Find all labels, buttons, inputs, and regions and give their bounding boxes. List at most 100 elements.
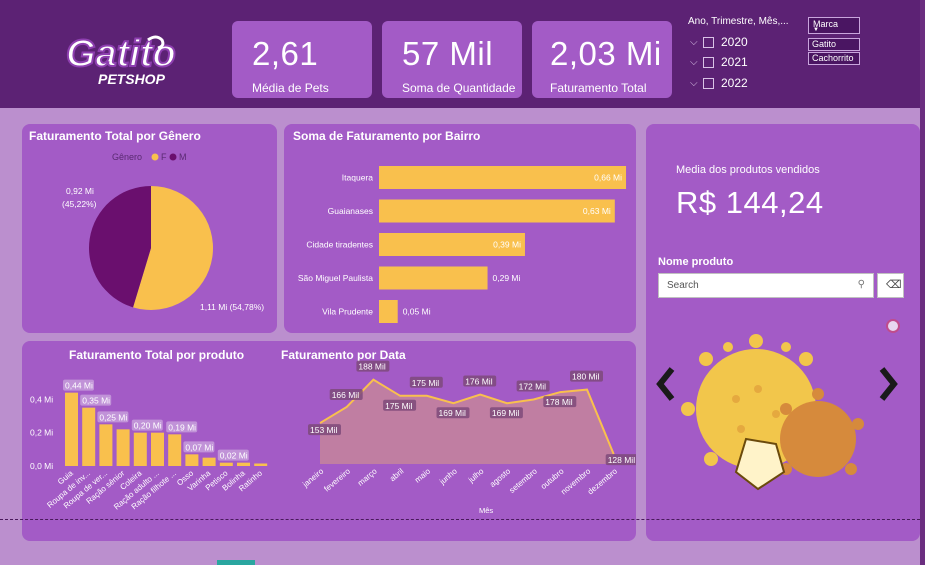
pie-slice-f: [133, 186, 214, 310]
checkbox[interactable]: [703, 56, 714, 68]
bar: [379, 300, 398, 323]
data-label-bg: [80, 394, 112, 406]
bairro-bar-chart: Itaquera 0,66 Mi Guaianases 0,63 Mi Cidade t…: [298, 166, 627, 323]
y-tick-label: 0,4 Mi: [30, 394, 53, 404]
data-label-bg: [409, 376, 443, 388]
bar-data-label: 0,20 Mi: [134, 421, 162, 431]
area-fill: [320, 379, 614, 464]
chevron-left-icon: [656, 367, 675, 401]
mascot-illustration: [656, 319, 900, 491]
marca-item-cachorrito[interactable]: Cachorrito: [808, 52, 860, 65]
kpi-faturamento-total: 2,03 Mi Faturamento Total: [532, 21, 672, 98]
bar: [254, 463, 268, 466]
date-slicer-item[interactable]: ⌵ 2020: [690, 35, 748, 49]
bar: [219, 462, 233, 466]
bar: [133, 432, 147, 466]
data-label-bg: [436, 407, 470, 419]
dots: [732, 385, 780, 433]
bar-category-label: Cidade tiradentes: [306, 240, 373, 250]
x-tick-label: junho: [437, 466, 459, 486]
bar: [237, 462, 250, 466]
data-label-bg: [356, 360, 390, 372]
date-slicer-label: 2022: [721, 76, 748, 90]
panel-bairro: Soma de Faturamento por Bairro Itaquera 0…: [284, 124, 636, 333]
data-label-bg: [217, 449, 249, 461]
panel-media-produto: Media dos produtos vendidos R$ 144,24 No…: [646, 124, 920, 541]
area-data-label: 175 Mil: [412, 378, 440, 388]
kpi-value: 57 Mil: [402, 35, 494, 72]
kpi-label: Soma de Quantidade: [402, 81, 516, 95]
bar: [379, 233, 525, 256]
data-label-bg: [131, 419, 163, 431]
search-icon: ⚲: [857, 279, 865, 290]
area-data-label: 128 Mil: [608, 455, 636, 465]
data-label-bg: [329, 388, 363, 400]
date-slicer-item[interactable]: ⌵ 2022: [690, 76, 748, 90]
marca-item-gatito[interactable]: Gatito: [808, 38, 860, 51]
chevron-down-icon[interactable]: ⌵: [690, 36, 698, 48]
area-data-label: 175 Mil: [385, 401, 413, 411]
x-tick-label: março: [356, 466, 379, 488]
search-placeholder: Search: [667, 280, 699, 291]
y-tick-label: 0,0 Mi: [30, 461, 53, 471]
legend-title: Gênero: [112, 152, 142, 162]
search-input[interactable]: Search ⚲: [658, 273, 874, 298]
data-label-bg: [543, 396, 577, 408]
eraser-icon: ⌫: [886, 279, 902, 291]
media-card-value: R$ 144,24: [676, 185, 824, 220]
area-data-label: 178 Mil: [545, 397, 573, 407]
area-data-label: 176 Mil: [465, 377, 493, 387]
chevron-down-icon[interactable]: ⌵: [690, 77, 698, 89]
divider-line: [0, 519, 920, 520]
data-label-bg: [489, 407, 523, 419]
marca-title: Marca: [813, 19, 839, 29]
date-slicer-item[interactable]: ⌵ 2021: [690, 55, 748, 69]
chevron-down-icon[interactable]: ⌵: [690, 56, 698, 68]
bar: [379, 266, 488, 290]
bar: [65, 392, 78, 466]
area-data-label: 166 Mil: [332, 390, 360, 400]
checkbox[interactable]: [703, 77, 714, 89]
date-slicer-label: 2020: [721, 35, 748, 49]
area-data-label: 172 Mil: [519, 382, 547, 392]
bar-category-label: São Miguel Paulista: [298, 273, 373, 283]
bar: [185, 454, 199, 466]
x-tick-label: maio: [413, 466, 432, 484]
gatito-logo: Gatito PETSHOP: [65, 32, 177, 87]
bar-data-label: 0,44 Mi: [65, 381, 93, 391]
media-card-title: Media dos produtos vendidos: [676, 164, 820, 176]
x-axis-label: Mês: [479, 506, 493, 515]
panel-genero: Faturamento Total por Gênero Gênero F M 1,1…: [22, 124, 277, 333]
brand-sub: PETSHOP: [98, 71, 166, 87]
badge-shape: [734, 437, 786, 491]
bottom-accent: [217, 560, 255, 565]
checkbox[interactable]: [703, 36, 714, 48]
data-label-bg: [166, 421, 198, 433]
chart-title: Faturamento Total por Gênero: [29, 129, 201, 143]
pie-slice-m: [88, 186, 151, 308]
date-slicer-label: 2021: [721, 55, 748, 69]
data-area-chart: 153 Mil 166 Mil 188 Mil 175 Mil 175 Mil 169 M…: [300, 360, 636, 515]
data-label-bg: [308, 424, 341, 436]
pie-data-label-m: 0,92 Mi: [66, 186, 94, 196]
data-label-bg: [605, 454, 636, 466]
bar-data-label: 0,25 Mi: [99, 412, 127, 422]
bar: [379, 166, 627, 189]
area-data-label: 169 Mil: [492, 408, 520, 418]
data-label-bg: [516, 380, 550, 392]
right-strip: [920, 0, 925, 565]
pie-data-label-m-pct: (45,22%): [62, 199, 97, 209]
kpi-media-pets: 2,61 Média de Pets: [232, 21, 372, 98]
legend-swatch-m: [169, 153, 177, 161]
nome-produto-title: Nome produto: [658, 256, 734, 268]
legend-label-f: F: [161, 152, 167, 162]
marca-dropdown[interactable]: Marca ▼: [808, 17, 860, 34]
chart-title: Faturamento por Data: [281, 348, 406, 362]
bar-data-label: 0,07 Mi: [185, 442, 213, 452]
eraser-button[interactable]: ⌫: [877, 273, 904, 298]
x-tick-label: setembro: [508, 466, 540, 495]
data-label-bg: [97, 411, 129, 423]
bar: [82, 407, 96, 466]
x-tick-label: dezembro: [586, 466, 619, 496]
bar: [379, 199, 615, 223]
